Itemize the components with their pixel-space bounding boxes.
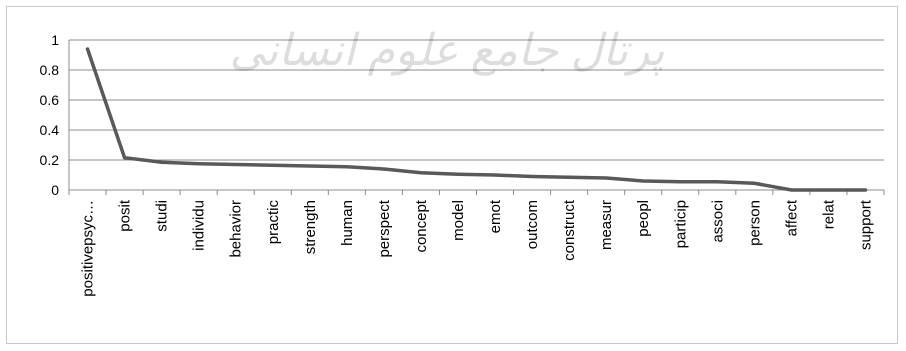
x-tick-label: practic [265, 200, 282, 245]
x-tick-label: affect [783, 199, 800, 236]
data-point [419, 171, 423, 175]
x-tick-label: positivepsyc… [80, 200, 97, 297]
x-tick-label: perspect [376, 199, 393, 257]
x-tick-label: individu [191, 200, 208, 251]
x-tick-label: behavior [228, 200, 245, 258]
data-point [456, 172, 460, 176]
y-tick-label: 0 [51, 182, 59, 198]
series-line [85, 47, 868, 192]
x-tick-label: outcom [524, 200, 541, 249]
data-point [86, 47, 90, 51]
x-tick-label: posit [117, 199, 134, 232]
x-tick-label: strength [302, 200, 319, 254]
data-point [604, 176, 608, 180]
data-point [567, 175, 571, 179]
data-point [493, 173, 497, 177]
x-tick-label: peopl [635, 200, 652, 237]
y-tick-label: 0.8 [40, 62, 60, 78]
x-tick-label: associ [709, 200, 726, 243]
x-tick-label: studi [154, 200, 171, 232]
data-point [530, 175, 534, 178]
data-point [271, 163, 275, 167]
data-point [345, 165, 349, 169]
data-point [197, 162, 201, 166]
data-point [752, 181, 756, 185]
x-tick-label: relat [820, 199, 837, 229]
data-point [160, 160, 164, 164]
data-point [863, 188, 867, 192]
y-tick-label: 0.4 [40, 122, 60, 138]
data-point [789, 188, 793, 192]
y-tick-label: 0.2 [40, 152, 60, 168]
data-point [308, 164, 312, 168]
data-point [678, 180, 682, 184]
watermark-logo: پرتال جامع علوم انسانی [229, 26, 664, 76]
data-point [382, 167, 386, 171]
data-point [641, 179, 645, 183]
data-point [234, 163, 238, 166]
y-tick-label: 1 [51, 32, 59, 48]
x-tick-label: support [857, 199, 874, 250]
data-point [826, 188, 830, 192]
x-tick-label: construct [561, 199, 578, 261]
data-point [123, 156, 127, 160]
watermark-text: پرتال جامع علوم انسانی [229, 26, 664, 76]
x-tick-label: person [746, 200, 763, 246]
x-tick-label: measur [598, 200, 615, 250]
line-chart: 0 0.2 0.4 0.6 0.8 1 positivepsyc… posit studi ind… [40, 32, 885, 297]
y-tick-label: 0.6 [40, 92, 60, 108]
x-tick-label: concept [413, 199, 430, 252]
x-tick-label: human [339, 200, 356, 246]
x-tick-label: model [450, 200, 467, 241]
chart-frame: پرتال جامع علوم انسانی 0 0.2 0.4 0.6 0.8 1 pos… [6, 6, 898, 344]
x-tick-label: particip [672, 200, 689, 248]
data-point [715, 180, 719, 184]
x-tick-label: emot [487, 199, 504, 233]
